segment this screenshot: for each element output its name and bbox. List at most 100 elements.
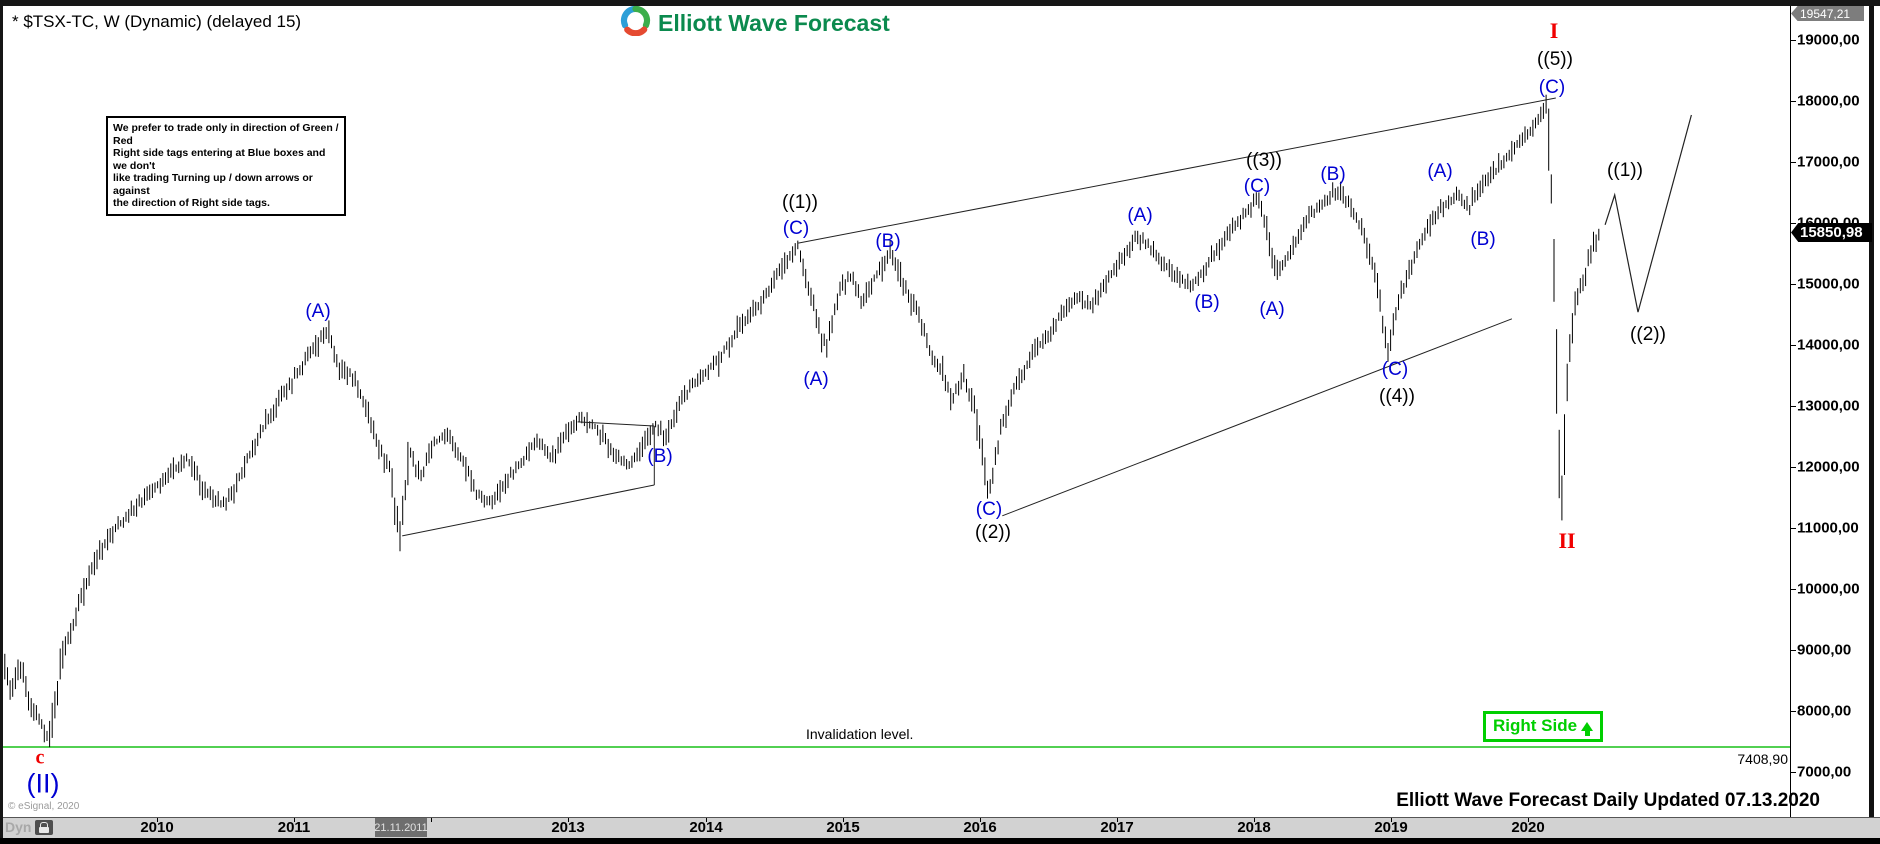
wave-label: I bbox=[1549, 18, 1559, 43]
price-axis-tick bbox=[1790, 284, 1796, 285]
trading-note-box: We prefer to trade only in direction of … bbox=[106, 116, 346, 216]
window-top-bar bbox=[0, 0, 1880, 6]
wave-label: (B) bbox=[1320, 164, 1346, 185]
price-axis-tick bbox=[1790, 528, 1796, 529]
wave-label: (C) bbox=[975, 499, 1003, 520]
price-axis-tick bbox=[1790, 223, 1796, 224]
last-price-tag: 15850,98 bbox=[1791, 223, 1872, 242]
price-axis-label: 7000,00 bbox=[1797, 763, 1852, 781]
window-bottom-bar bbox=[0, 838, 1880, 844]
price-axis-label: 8000,00 bbox=[1797, 702, 1852, 720]
price-axis-label: 9000,00 bbox=[1797, 641, 1852, 659]
esignal-copyright: © eSignal, 2020 bbox=[8, 801, 80, 812]
axis-outer-border bbox=[1869, 6, 1874, 817]
price-axis-label: 15000,00 bbox=[1797, 275, 1860, 293]
wave-label: (B) bbox=[875, 231, 901, 252]
trading-note-line: the direction of Right side tags. bbox=[113, 197, 270, 209]
price-axis-tick bbox=[1790, 162, 1796, 163]
year-tick bbox=[1254, 818, 1255, 822]
brand-logo: Elliott Wave Forecast bbox=[620, 5, 890, 41]
right-side-badge: Right Side bbox=[1483, 711, 1604, 742]
wave-label: ((4)) bbox=[1379, 386, 1415, 407]
wave-label: (C) bbox=[1538, 77, 1566, 98]
wave-label: (A) bbox=[1127, 205, 1153, 226]
price-axis-tick bbox=[1790, 406, 1796, 407]
year-tick bbox=[1117, 818, 1118, 822]
window-left-border bbox=[0, 0, 3, 838]
trading-note-line: like trading Turning up / down arrows or… bbox=[113, 172, 313, 197]
wave-label: (C) bbox=[1381, 359, 1409, 380]
year-label: 2010 bbox=[140, 819, 174, 836]
year-tick bbox=[706, 818, 707, 822]
wave-label: (II) bbox=[26, 768, 60, 799]
wave-label: (A) bbox=[1427, 161, 1453, 182]
wave-label: (B) bbox=[1470, 229, 1496, 250]
wave-label: (C) bbox=[1243, 176, 1271, 197]
price-axis-label: 11000,00 bbox=[1797, 519, 1859, 537]
year-tick bbox=[157, 818, 158, 822]
chart-right-border bbox=[1790, 6, 1791, 817]
price-axis[interactable] bbox=[1791, 6, 1880, 817]
wave-label: ((2)) bbox=[1630, 324, 1666, 345]
year-tick bbox=[843, 818, 844, 822]
price-axis-label: 14000,00 bbox=[1797, 336, 1860, 354]
year-tick bbox=[1528, 818, 1529, 822]
price-axis-label: 19000,00 bbox=[1797, 31, 1860, 49]
wave-label: (B) bbox=[647, 446, 673, 467]
year-tick bbox=[294, 818, 295, 822]
wave-label: (A) bbox=[1259, 299, 1285, 320]
year-label: 2011 bbox=[277, 819, 311, 836]
price-axis-tick bbox=[1790, 711, 1796, 712]
trading-note-line: Right side tags entering at Blue boxes a… bbox=[113, 147, 326, 172]
price-axis-label: 13000,00 bbox=[1797, 397, 1860, 415]
year-label: 2014 bbox=[689, 819, 723, 836]
year-label: 2016 bbox=[963, 819, 997, 836]
price-axis-tick bbox=[1790, 772, 1796, 773]
wave-label: ((1)) bbox=[1607, 160, 1643, 181]
wave-label: c bbox=[35, 746, 45, 769]
year-label: 2019 bbox=[1374, 819, 1408, 836]
price-axis-tick bbox=[1790, 589, 1796, 590]
trading-note-line: We prefer to trade only in direction of … bbox=[113, 122, 339, 147]
high-price-tag: 19547,21 bbox=[1791, 6, 1864, 21]
brand-logo-text: Elliott Wave Forecast bbox=[658, 9, 890, 36]
year-tick bbox=[431, 818, 432, 822]
date-cursor-tag: 21.11.2011 bbox=[374, 818, 428, 837]
price-axis-tick bbox=[1790, 345, 1796, 346]
year-label: 2020 bbox=[1511, 819, 1545, 836]
year-tick bbox=[1391, 818, 1392, 822]
price-axis-label: 12000,00 bbox=[1797, 458, 1860, 476]
lock-icon[interactable] bbox=[35, 820, 53, 835]
price-axis-label: 17000,00 bbox=[1797, 153, 1860, 171]
price-axis-tick bbox=[1790, 40, 1796, 41]
year-label: 2018 bbox=[1237, 819, 1271, 836]
wave-label: II bbox=[1558, 528, 1576, 553]
year-label: 2017 bbox=[1100, 819, 1134, 836]
wave-label: ((1)) bbox=[782, 192, 818, 213]
price-axis-label: 10000,00 bbox=[1797, 580, 1860, 598]
dyn-scale-label: Dyn bbox=[5, 819, 32, 835]
price-axis-tick bbox=[1790, 467, 1796, 468]
wave-label: (A) bbox=[305, 301, 331, 322]
symbol-title: * $TSX-TC, W (Dynamic) (delayed 15) bbox=[12, 12, 302, 31]
footer-update-note: Elliott Wave Forecast Daily Updated 07.1… bbox=[1396, 790, 1820, 811]
year-label: 2015 bbox=[826, 819, 860, 836]
year-tick bbox=[568, 818, 569, 822]
price-axis-tick bbox=[1790, 101, 1796, 102]
invalidation-level-label: Invalidation level. bbox=[806, 726, 914, 742]
year-label: 2013 bbox=[551, 819, 585, 836]
brand-logo-icon bbox=[620, 5, 651, 41]
wave-label: (A) bbox=[803, 369, 829, 390]
wave-label: (B) bbox=[1194, 292, 1220, 313]
wave-label: (C) bbox=[782, 218, 810, 239]
price-axis-label: 18000,00 bbox=[1797, 92, 1860, 110]
right-side-label: Right Side bbox=[1493, 716, 1578, 735]
up-arrow-icon bbox=[1581, 721, 1594, 736]
year-tick bbox=[980, 818, 981, 822]
wave-label: ((3)) bbox=[1246, 150, 1282, 171]
price-axis-tick bbox=[1790, 650, 1796, 651]
time-axis[interactable] bbox=[0, 817, 1880, 839]
wave-label: ((2)) bbox=[975, 522, 1011, 543]
wave-label: ((5)) bbox=[1537, 49, 1573, 70]
